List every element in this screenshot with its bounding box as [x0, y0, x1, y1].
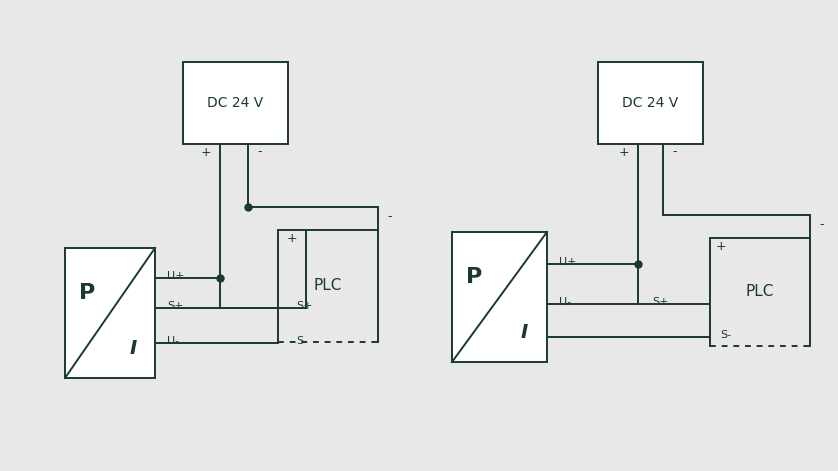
Text: U+: U+ — [559, 257, 577, 267]
Text: DC 24 V: DC 24 V — [623, 96, 679, 110]
Text: U-: U- — [559, 297, 572, 307]
Bar — [452, 232, 547, 362]
Text: +: + — [618, 146, 629, 159]
Text: P: P — [466, 267, 482, 287]
Text: +: + — [287, 232, 297, 244]
Text: -: - — [258, 146, 262, 159]
Text: +: + — [716, 239, 727, 252]
Text: S-: S- — [296, 336, 307, 346]
Text: -: - — [388, 211, 392, 224]
Bar — [183, 62, 288, 144]
Text: -: - — [820, 219, 825, 232]
Bar — [598, 62, 703, 144]
Text: -: - — [673, 146, 677, 159]
Text: S+: S+ — [296, 301, 313, 311]
Text: PLC: PLC — [313, 278, 342, 293]
Bar — [65, 248, 155, 378]
Text: U-: U- — [167, 336, 179, 346]
Text: +: + — [200, 146, 211, 159]
Text: PLC: PLC — [746, 284, 774, 300]
Text: I: I — [520, 323, 528, 341]
Text: S-: S- — [720, 330, 731, 340]
Text: DC 24 V: DC 24 V — [207, 96, 264, 110]
Text: S+: S+ — [652, 297, 669, 307]
Text: I: I — [129, 339, 137, 357]
Text: U+: U+ — [167, 271, 184, 281]
Text: S+: S+ — [167, 301, 184, 311]
Text: P: P — [79, 283, 96, 303]
